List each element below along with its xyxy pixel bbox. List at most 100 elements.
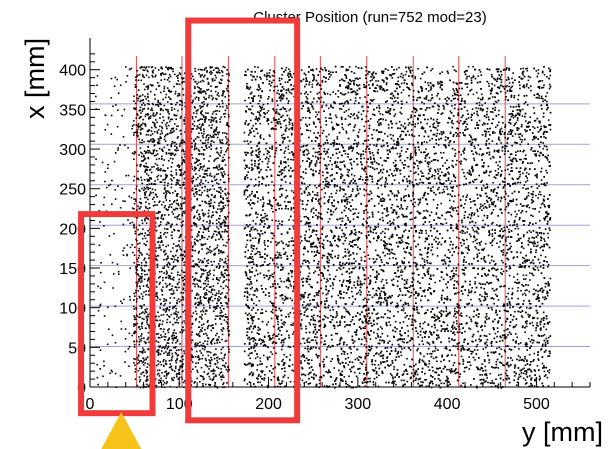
data-point <box>212 97 214 99</box>
data-point <box>486 377 488 379</box>
data-point <box>135 102 137 105</box>
data-point <box>201 357 203 360</box>
data-point <box>331 196 333 198</box>
data-point <box>222 156 224 159</box>
data-point <box>200 268 202 270</box>
data-point <box>222 383 224 386</box>
data-point <box>172 323 174 326</box>
data-point <box>141 99 144 102</box>
data-point <box>155 340 158 342</box>
data-point <box>146 363 149 365</box>
data-point <box>211 340 213 342</box>
data-point <box>347 102 350 105</box>
data-point <box>196 235 198 238</box>
data-point <box>149 117 152 119</box>
data-point <box>172 339 175 341</box>
data-point <box>184 196 186 199</box>
data-point <box>345 308 347 310</box>
data-point <box>269 147 271 149</box>
data-point <box>191 276 194 278</box>
data-point <box>184 380 186 382</box>
data-point <box>175 173 178 176</box>
data-point <box>146 184 148 186</box>
data-point <box>219 223 221 225</box>
data-point <box>214 297 216 300</box>
data-point <box>217 315 219 317</box>
data-point <box>363 344 366 346</box>
data-point <box>506 164 509 167</box>
data-point <box>164 249 166 252</box>
data-point <box>491 233 494 235</box>
data-point <box>222 207 224 210</box>
data-point <box>226 382 228 384</box>
data-point <box>380 362 382 365</box>
data-point <box>376 138 379 140</box>
data-point <box>214 363 216 365</box>
data-point <box>248 269 251 271</box>
data-point <box>216 341 218 344</box>
data-point <box>198 231 200 233</box>
data-point <box>133 346 136 348</box>
data-point <box>218 238 220 241</box>
data-point <box>181 257 184 260</box>
data-point <box>166 318 169 321</box>
data-point <box>117 185 119 187</box>
data-point <box>352 79 354 82</box>
data-point <box>210 70 212 73</box>
data-point <box>161 72 163 75</box>
data-point <box>441 271 444 274</box>
data-point <box>158 168 161 171</box>
data-point <box>437 81 439 83</box>
data-point <box>206 71 208 73</box>
data-point <box>190 128 193 131</box>
data-point <box>204 269 207 272</box>
data-point <box>219 265 221 268</box>
data-point <box>149 84 152 86</box>
data-point <box>121 114 123 117</box>
data-point <box>180 253 182 256</box>
data-point <box>415 371 418 373</box>
data-point <box>497 279 500 282</box>
data-point <box>163 146 166 149</box>
data-point <box>222 202 225 204</box>
data-point <box>196 209 199 212</box>
data-point <box>312 317 314 319</box>
data-point <box>135 124 138 126</box>
data-point <box>139 350 141 353</box>
data-point <box>226 306 229 308</box>
data-point <box>488 230 490 232</box>
data-point <box>183 153 186 155</box>
data-point <box>181 259 183 261</box>
data-point <box>366 315 369 317</box>
data-point <box>207 181 210 184</box>
data-point <box>157 99 159 102</box>
data-point <box>160 79 162 81</box>
data-point <box>252 237 254 240</box>
data-point <box>199 88 202 91</box>
data-point <box>158 369 161 371</box>
data-point <box>210 296 213 298</box>
data-point <box>414 77 416 80</box>
data-point <box>133 223 135 226</box>
data-point <box>541 362 544 365</box>
data-point <box>165 176 168 178</box>
data-point <box>394 174 397 177</box>
data-point <box>170 118 172 121</box>
data-point <box>140 179 143 181</box>
data-point <box>340 353 343 355</box>
data-point <box>257 95 260 97</box>
data-point <box>208 200 210 203</box>
data-point <box>201 209 203 212</box>
data-point <box>505 377 507 380</box>
data-point <box>430 160 433 162</box>
data-point <box>177 164 180 166</box>
data-point <box>386 89 389 91</box>
data-point <box>257 309 259 311</box>
data-point <box>168 206 170 208</box>
data-point <box>174 312 177 315</box>
data-point <box>158 225 160 227</box>
data-point <box>423 261 426 263</box>
data-point <box>165 309 168 312</box>
data-point <box>194 67 196 70</box>
data-point <box>292 72 295 75</box>
